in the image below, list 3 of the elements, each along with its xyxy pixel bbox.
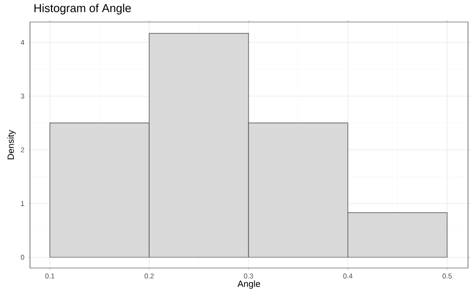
y-axis-title: Density [7, 130, 16, 160]
chart-title: Histogram of Angle [34, 4, 131, 14]
x-axis-title: Angle [238, 280, 260, 289]
